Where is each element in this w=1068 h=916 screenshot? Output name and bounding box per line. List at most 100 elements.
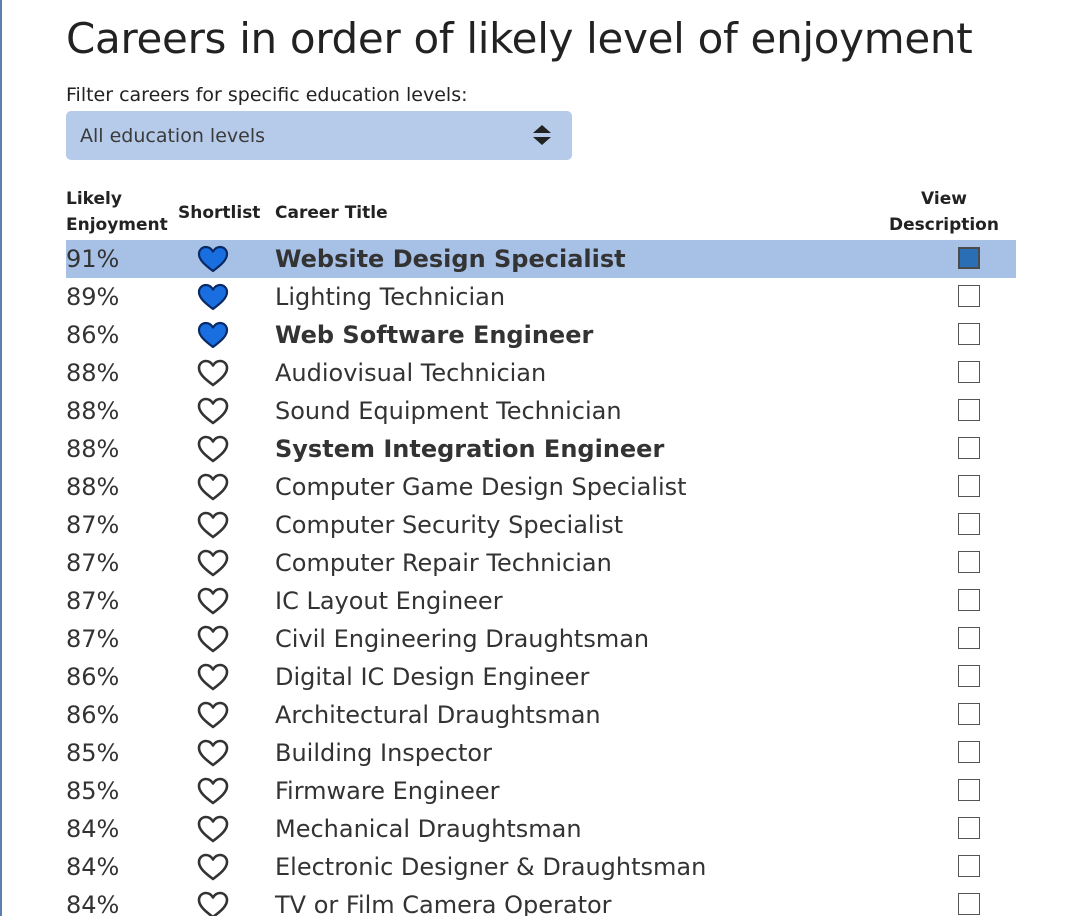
header-career-title: Career Title	[275, 203, 388, 223]
enjoyment-percentage: 84%	[66, 853, 120, 881]
heart-outline-icon[interactable]	[196, 776, 230, 806]
view-description-checkbox[interactable]	[958, 285, 980, 307]
career-title[interactable]: IC Layout Engineer	[275, 587, 503, 615]
enjoyment-percentage: 87%	[66, 625, 120, 653]
heart-outline-icon[interactable]	[196, 814, 230, 844]
enjoyment-percentage: 91%	[66, 245, 120, 273]
career-title[interactable]: Firmware Engineer	[275, 777, 500, 805]
career-title[interactable]: Website Design Specialist	[275, 245, 626, 273]
table-row[interactable]: 88% System Integration Engineer	[66, 430, 1016, 468]
heart-outline-icon[interactable]	[196, 738, 230, 768]
heart-outline-icon[interactable]	[196, 548, 230, 578]
education-level-selected-value: All education levels	[80, 124, 265, 147]
header-likely-enjoyment: Likely Enjoyment	[66, 186, 168, 238]
enjoyment-percentage: 88%	[66, 397, 120, 425]
career-title[interactable]: Computer Repair Technician	[275, 549, 612, 577]
career-title[interactable]: Audiovisual Technician	[275, 359, 547, 387]
heart-outline-icon[interactable]	[196, 586, 230, 616]
career-table-body: 91% Website Design Specialist 89% Lighting …	[66, 240, 1016, 916]
heart-outline-icon[interactable]	[196, 662, 230, 692]
view-description-checkbox[interactable]	[958, 589, 980, 611]
view-description-checkbox[interactable]	[958, 665, 980, 687]
heart-outline-icon[interactable]	[196, 624, 230, 654]
career-title[interactable]: Architectural Draughtsman	[275, 701, 601, 729]
heart-filled-icon[interactable]	[196, 320, 230, 350]
table-row[interactable]: 88% Audiovisual Technician	[66, 354, 1016, 392]
view-description-checkbox[interactable]	[958, 779, 980, 801]
enjoyment-percentage: 86%	[66, 321, 120, 349]
enjoyment-percentage: 85%	[66, 739, 120, 767]
table-row[interactable]: 88% Sound Equipment Technician	[66, 392, 1016, 430]
enjoyment-percentage: 86%	[66, 701, 120, 729]
table-row[interactable]: 85% Building Inspector	[66, 734, 1016, 772]
table-row[interactable]: 87% Civil Engineering Draughtsman	[66, 620, 1016, 658]
heart-outline-icon[interactable]	[196, 890, 230, 916]
career-title[interactable]: Building Inspector	[275, 739, 492, 767]
table-row[interactable]: 88% Computer Game Design Specialist	[66, 468, 1016, 506]
career-title[interactable]: Civil Engineering Draughtsman	[275, 625, 650, 653]
table-row[interactable]: 87% Computer Security Specialist	[66, 506, 1016, 544]
view-description-checkbox[interactable]	[958, 475, 980, 497]
heart-outline-icon[interactable]	[196, 396, 230, 426]
career-title[interactable]: Mechanical Draughtsman	[275, 815, 582, 843]
view-description-checkbox[interactable]	[958, 703, 980, 725]
heart-filled-icon[interactable]	[196, 282, 230, 312]
header-view-line2: Description	[889, 215, 999, 235]
view-description-checkbox[interactable]	[958, 627, 980, 649]
table-row[interactable]: 85% Firmware Engineer	[66, 772, 1016, 810]
view-description-checkbox[interactable]	[958, 893, 980, 915]
heart-outline-icon[interactable]	[196, 700, 230, 730]
table-row[interactable]: 87% IC Layout Engineer	[66, 582, 1016, 620]
enjoyment-percentage: 88%	[66, 473, 120, 501]
education-level-select[interactable]: All education levels	[66, 111, 572, 160]
enjoyment-percentage: 87%	[66, 549, 120, 577]
career-title[interactable]: Computer Game Design Specialist	[275, 473, 687, 501]
table-row[interactable]: 84% Electronic Designer & Draughtsman	[66, 848, 1016, 886]
heart-outline-icon[interactable]	[196, 472, 230, 502]
header-view-line1: View	[921, 189, 967, 209]
enjoyment-percentage: 87%	[66, 587, 120, 615]
enjoyment-percentage: 88%	[66, 435, 120, 463]
view-description-checkbox[interactable]	[958, 551, 980, 573]
header-enjoyment-line1: Likely	[66, 189, 122, 209]
career-title[interactable]: System Integration Engineer	[275, 435, 665, 463]
view-description-checkbox[interactable]	[958, 513, 980, 535]
table-row[interactable]: 91% Website Design Specialist	[66, 240, 1016, 278]
career-title[interactable]: Digital IC Design Engineer	[275, 663, 590, 691]
career-title[interactable]: TV or Film Camera Operator	[275, 891, 612, 916]
view-description-checkbox[interactable]	[958, 361, 980, 383]
career-title[interactable]: Sound Equipment Technician	[275, 397, 622, 425]
heart-outline-icon[interactable]	[196, 510, 230, 540]
view-description-checkbox[interactable]	[958, 437, 980, 459]
enjoyment-percentage: 84%	[66, 891, 120, 916]
header-shortlist: Shortlist	[178, 203, 261, 223]
table-row[interactable]: 87% Computer Repair Technician	[66, 544, 1016, 582]
enjoyment-percentage: 85%	[66, 777, 120, 805]
heart-outline-icon[interactable]	[196, 434, 230, 464]
sort-arrows-icon	[533, 125, 551, 145]
view-description-checkbox[interactable]	[958, 247, 980, 269]
header-view-description: View Description	[882, 186, 1006, 238]
career-title[interactable]: Electronic Designer & Draughtsman	[275, 853, 707, 881]
table-row[interactable]: 86% Digital IC Design Engineer	[66, 658, 1016, 696]
table-row[interactable]: 89% Lighting Technician	[66, 278, 1016, 316]
view-description-checkbox[interactable]	[958, 323, 980, 345]
table-row[interactable]: 84% TV or Film Camera Operator	[66, 886, 1016, 916]
career-title[interactable]: Web Software Engineer	[275, 321, 594, 349]
enjoyment-percentage: 86%	[66, 663, 120, 691]
career-title[interactable]: Computer Security Specialist	[275, 511, 624, 539]
view-description-checkbox[interactable]	[958, 741, 980, 763]
view-description-checkbox[interactable]	[958, 855, 980, 877]
enjoyment-percentage: 84%	[66, 815, 120, 843]
filter-label: Filter careers for specific education le…	[66, 84, 468, 106]
table-row[interactable]: 86% Web Software Engineer	[66, 316, 1016, 354]
view-description-checkbox[interactable]	[958, 399, 980, 421]
heart-outline-icon[interactable]	[196, 358, 230, 388]
heart-outline-icon[interactable]	[196, 852, 230, 882]
table-row[interactable]: 84% Mechanical Draughtsman	[66, 810, 1016, 848]
table-row[interactable]: 86% Architectural Draughtsman	[66, 696, 1016, 734]
view-description-checkbox[interactable]	[958, 817, 980, 839]
heart-filled-icon[interactable]	[196, 244, 230, 274]
career-title[interactable]: Lighting Technician	[275, 283, 506, 311]
